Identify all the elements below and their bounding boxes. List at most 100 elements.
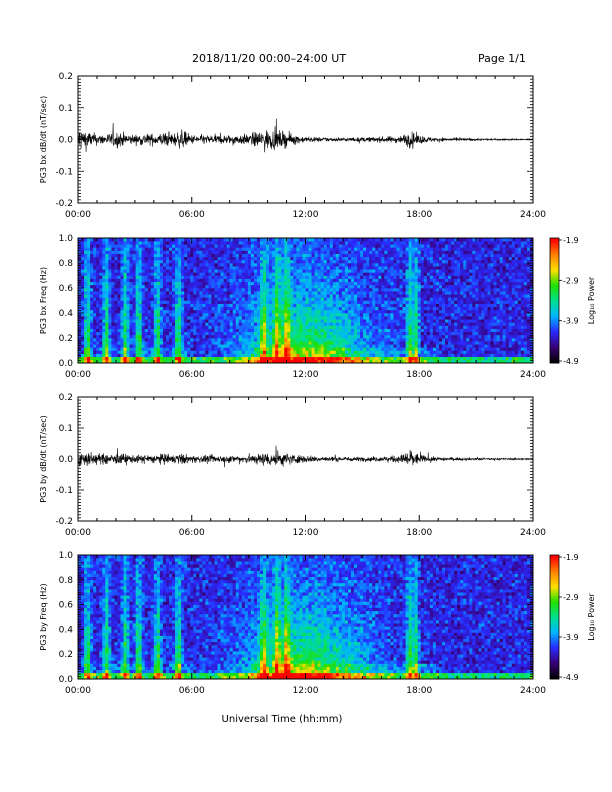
heatmap-cell xyxy=(235,300,240,304)
heatmap-cell xyxy=(357,338,361,342)
heatmap-cell xyxy=(302,291,306,295)
heatmap-cell xyxy=(147,316,152,320)
heatmap-cell xyxy=(284,341,288,345)
heatmap-cell xyxy=(132,300,136,304)
heatmap-cell xyxy=(387,338,391,342)
y-tick-label: -0.1 xyxy=(55,167,73,177)
heatmap-cell xyxy=(335,350,340,354)
heatmap-cell xyxy=(208,241,212,245)
heatmap-cell xyxy=(153,294,158,298)
heatmap-cell xyxy=(181,269,185,273)
heatmap-cell xyxy=(332,347,337,351)
heatmap-cell xyxy=(211,294,215,298)
heatmap-cell xyxy=(153,259,158,264)
heatmap-cell xyxy=(281,241,285,245)
heatmap-cell xyxy=(165,347,170,351)
heatmap-cell xyxy=(132,275,136,279)
heatmap-cell xyxy=(326,269,331,273)
heatmap-cell xyxy=(223,294,227,298)
heatmap-cell xyxy=(256,328,261,333)
heatmap-cell xyxy=(341,309,346,314)
heatmap-cell xyxy=(387,306,391,311)
heatmap-cell xyxy=(141,284,146,289)
heatmap-cell xyxy=(411,353,415,358)
heatmap-cell xyxy=(332,288,337,292)
heatmap-cell xyxy=(435,297,440,301)
heatmap-cell xyxy=(232,325,237,329)
heatmap-cell xyxy=(302,300,306,304)
heatmap-cell xyxy=(102,306,106,311)
heatmap-cell xyxy=(284,281,288,286)
heatmap-cell xyxy=(253,344,258,348)
heatmap-cell xyxy=(250,341,255,345)
heatmap-cell xyxy=(272,316,276,320)
heatmap-cell xyxy=(366,309,370,314)
heatmap-cell xyxy=(442,338,446,342)
heatmap-cell xyxy=(165,306,170,311)
heatmap-cell xyxy=(181,319,185,323)
heatmap-cell xyxy=(172,313,176,317)
heatmap-cell xyxy=(244,347,249,351)
heatmap-cell xyxy=(426,269,431,273)
heatmap-cell xyxy=(169,344,173,348)
heatmap-cell xyxy=(214,253,218,258)
heatmap-cell xyxy=(311,347,315,351)
heatmap-cell xyxy=(211,272,215,276)
heatmap-cell xyxy=(287,359,291,364)
heatmap-cell xyxy=(165,359,170,364)
heatmap-cell xyxy=(417,328,422,333)
heatmap-cell xyxy=(438,238,443,242)
heatmap-cell xyxy=(287,272,291,276)
heatmap-cell xyxy=(162,278,167,283)
heatmap-cell xyxy=(205,253,209,258)
heatmap-cell xyxy=(341,353,346,358)
heatmap-cell xyxy=(426,238,431,242)
heatmap-cell xyxy=(266,300,270,304)
heatmap-cell xyxy=(266,319,270,323)
heatmap-cell xyxy=(375,331,379,336)
heatmap-cell xyxy=(172,263,176,267)
heatmap-cell xyxy=(290,338,294,342)
heatmap-cell xyxy=(250,338,255,342)
heatmap-cell xyxy=(187,309,191,314)
heatmap-cell xyxy=(290,306,294,311)
heatmap-cell xyxy=(378,344,382,348)
heatmap-cell xyxy=(435,250,440,254)
heatmap-cell xyxy=(363,344,367,348)
heatmap-cell xyxy=(247,259,252,264)
heatmap-cell xyxy=(123,300,127,304)
heatmap-cell xyxy=(323,344,328,348)
heatmap-cell xyxy=(87,294,91,298)
heatmap-cell xyxy=(260,241,264,245)
heatmap-cell xyxy=(323,322,328,326)
heatmap-cell xyxy=(226,313,230,317)
heatmap-cell xyxy=(138,294,142,298)
heatmap-cell xyxy=(253,263,258,267)
heatmap-cell xyxy=(253,256,258,261)
heatmap-cell xyxy=(90,263,94,267)
heatmap-cell xyxy=(281,300,285,304)
heatmap-cell xyxy=(402,316,406,320)
heatmap-cell xyxy=(393,269,397,273)
heatmap-cell xyxy=(393,250,397,254)
heatmap-cell xyxy=(84,247,88,251)
heatmap-cell xyxy=(87,325,91,329)
heatmap-cell xyxy=(81,244,85,248)
heatmap-cell xyxy=(299,341,303,345)
heatmap-cell xyxy=(357,269,361,273)
heatmap-cell xyxy=(260,306,264,311)
heatmap-cell xyxy=(241,300,246,304)
heatmap-cell xyxy=(199,356,203,361)
heatmap-cell xyxy=(429,309,434,314)
heatmap-cell xyxy=(296,319,300,323)
heatmap-cell xyxy=(220,253,224,258)
heatmap-cell xyxy=(302,303,306,308)
heatmap-cell xyxy=(393,331,397,336)
heatmap-cell xyxy=(372,344,376,348)
heatmap-cell xyxy=(190,269,194,273)
heatmap-cell xyxy=(326,306,331,311)
heatmap-cell xyxy=(393,238,397,242)
heatmap-cell xyxy=(269,256,273,261)
heatmap-cell xyxy=(181,294,185,298)
heatmap-cell xyxy=(187,350,191,354)
